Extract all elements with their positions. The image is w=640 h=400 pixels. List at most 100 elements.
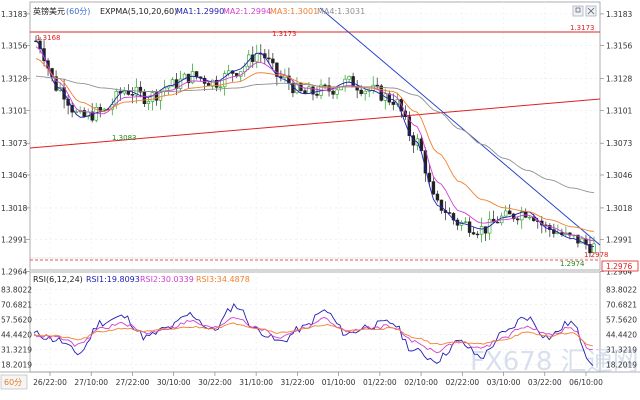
rsi-tick-label-right: 44.4420 [606,330,637,339]
period-label: (60分) [66,7,90,16]
candle-body [202,77,207,84]
candle-body [210,79,215,87]
rsi-header: RSI(6,12,24) RSI1:19.8093 RSI2:30.0339 R… [33,275,250,284]
time-tick-label: 03/22:00 [528,378,562,387]
candle-body [327,85,331,92]
price-tick-label-right: 1.3073 [606,139,632,148]
candle-body [439,199,444,211]
downtrend-line [319,7,601,246]
time-tick-label: 30/10:00 [157,378,191,387]
price-tick-label-right: 1.3046 [606,171,632,180]
candle-body [375,84,379,87]
candle-body [154,92,159,101]
time-tick-label: 26/22:00 [33,378,67,387]
rsi-axis: 83.8022 83.8022 70.6821 70.6821 57.5620 57.56… [1,286,637,370]
candle-body [524,211,528,218]
annotation-high-mid: 1.3173 [272,30,297,38]
time-tick-label: 01/10:00 [322,378,356,387]
ma3-value: MA3:1.3001 [270,7,318,16]
ma-line-ma4 [35,75,595,194]
candle-body [576,234,580,244]
candle-body [528,216,532,219]
candle-body [214,79,219,88]
resistance-label: 1.3173 [570,24,595,32]
candle-body [431,181,436,195]
price-axis: 1.3183 1.3183 1.3156 1.3156 1.3128 1.3128 1.31… [1,10,632,277]
rsi-tick-label-right: 31.3219 [606,345,637,354]
rsi-line-rsi2 [33,316,593,354]
price-tick-label-right: 1.2991 [606,236,632,245]
candle-body [186,73,191,84]
annotation-low-left: 1.3083 [112,134,137,142]
time-tick-label: 03/10:00 [487,378,521,387]
price-tick-label-right: 1.3183 [606,10,632,19]
candle-body [190,71,195,84]
candle-body [178,78,183,89]
main-grid [30,2,600,372]
candle-body [548,225,552,230]
window-controls[interactable] [572,5,597,17]
candle-body [98,107,102,111]
time-tick-label: 27/22:00 [116,378,150,387]
rsi-tick-label-right: 18.2019 [606,360,637,369]
price-tick-label-left: 1.3018 [1,204,27,213]
time-tick-label: 02/22:00 [445,378,479,387]
candle-body [503,210,508,217]
candle-body [311,86,315,95]
candle-body [475,233,480,236]
rsi1-value: RSI1:19.8093 [86,275,140,284]
candle-body [347,76,351,80]
candle-body [507,210,512,215]
candle-body [331,90,335,95]
indicator-label: EXPMA(5,10,20,60) [100,7,177,16]
candle-body [70,105,74,113]
time-tick-label: 02/10:00 [404,378,438,387]
candlesticks [34,35,596,257]
candle-body [46,60,50,69]
candle-body [170,79,175,87]
price-tick-label-left: 1.2991 [1,236,27,245]
rsi-tick-label-right: 70.6821 [606,301,637,310]
candle-body [552,229,556,234]
price-tick-label-left: 1.2964 [1,267,27,276]
rsi-tick-label-left: 83.8022 [1,286,32,295]
candle-body [271,58,275,64]
candle-body [379,85,383,101]
candle-body [315,93,319,96]
ma-line-ma1 [35,40,595,248]
restore-icon[interactable] [572,5,584,17]
rsi-grid [30,289,600,365]
price-tick-label-right: 1.3128 [606,75,632,84]
candle-body [138,86,143,93]
symbol-title: 英镑美元 [33,6,65,16]
candle-body [142,91,147,104]
price-tick-label-left: 1.3183 [1,10,27,19]
rsi-tick-label-left: 57.5620 [1,316,32,325]
candle-body [403,110,408,117]
period-button[interactable]: 60分 [0,374,28,390]
rsi-tick-label-right: 57.5620 [606,316,637,325]
time-tick-label: 01/22:00 [363,378,397,387]
ma-line-ma2 [35,46,595,242]
time-axis: 26/22:00 27/10:00 27/22:00 30/10:00 30/22:00… [33,372,603,387]
rsi-lines [33,302,594,366]
ma2-value: MA2:1.2994 [223,7,271,16]
candle-body [194,71,199,78]
candle-body [275,62,279,77]
candle-body [122,90,127,94]
ma1-value: MA1:1.2990 [176,7,224,16]
candle-body [391,101,395,105]
candle-body [90,111,94,121]
current-label: 1.2978 [584,251,609,259]
moving-averages [35,40,595,248]
ma4-value: MA4:1.3031 [317,7,365,16]
rsi3-value: RSI3:34.4878 [196,275,250,284]
candle-body [419,138,424,151]
rsi-tick-label-left: 31.3219 [1,345,32,354]
candle-body [82,110,86,117]
candle-body [467,221,472,233]
watermark: FX678 汇通网 [470,347,639,377]
candle-body [463,221,468,223]
price-tick-label-left: 1.3046 [1,171,27,180]
time-tick-label: 06/10:00 [569,378,603,387]
